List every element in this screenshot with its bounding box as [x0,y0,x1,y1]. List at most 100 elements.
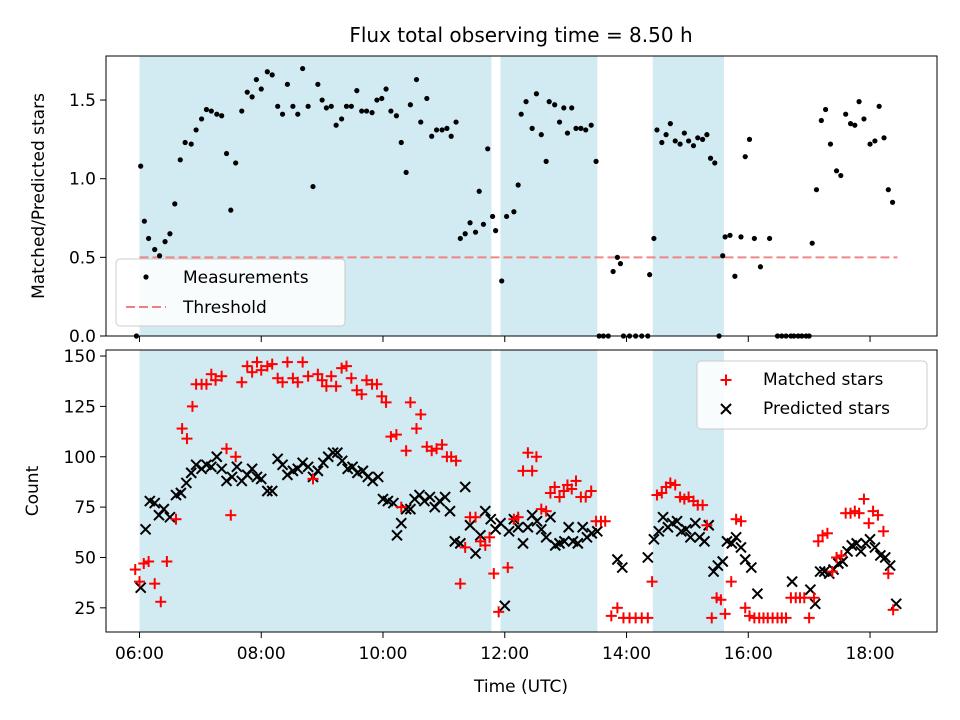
predicted-point [424,491,436,503]
matched-point [877,525,889,537]
measurement-point [552,102,558,108]
measurement-point [588,122,594,128]
predicted-point [190,459,202,471]
measurement-point [672,138,678,144]
predicted-point [735,541,747,554]
matched-point [479,539,491,551]
matched-point [436,439,448,451]
matched-point [255,364,267,376]
measurement-point [583,127,589,133]
matched-point [821,527,833,539]
measurement-point [852,122,858,128]
ratio-panel: 0.0 0.5 1.0 1.5 Matched/Predicted stars Mea… [29,55,938,347]
measurement-point [138,163,144,169]
predicted-point [850,537,863,550]
predicted-point [684,531,697,544]
legend-predicted-label: Predicted stars [763,399,890,419]
measurement-point [472,229,479,235]
measurement-point [439,127,445,133]
measurement-point [310,183,316,190]
measurement-point [610,268,616,275]
measurement-point [208,108,214,114]
matched-point [540,505,552,517]
predicted-point [884,559,896,572]
predicted-point [400,503,412,515]
matched-point [225,509,237,521]
matched-point [133,576,145,588]
matched-point [236,376,248,388]
x-tick-label: 14:00 [602,644,651,664]
matched-point [261,360,273,372]
measurement-point [651,235,657,242]
measurement-point [833,168,840,174]
measurement-point [503,213,510,220]
measurement-point [561,105,567,111]
measurement-point [722,234,728,240]
measurement-point [766,235,773,242]
predicted-point [671,515,683,527]
matched-point [400,445,412,457]
measurement-point [667,121,673,127]
measurement-point [677,141,683,147]
y-tick-label: 1.0 [69,170,96,190]
measurement-point [290,103,296,109]
measurement-point [162,239,168,245]
x-tick-label: 16:00 [724,644,773,664]
measurement-point [569,105,575,111]
predicted-point [522,521,534,533]
matched-point [817,529,829,541]
predicted-point [215,463,228,475]
matched-point [512,511,524,523]
measurement-point [398,139,404,146]
measurement-point [188,141,194,147]
matched-point [882,568,894,580]
predicted-point [562,521,575,533]
matched-point [664,477,676,489]
matched-point [312,368,324,380]
measurement-point [654,127,660,133]
measurement-point [359,108,365,114]
measurement-point [167,231,173,237]
matched-point [325,370,337,382]
matched-point [701,519,713,531]
count-axes-frame [105,349,938,633]
measurement-point [424,95,430,102]
predicted-point [653,525,665,537]
measurement-point [822,106,829,113]
matched-point [831,551,843,563]
measurement-point [700,136,706,142]
predicted-point [572,537,584,550]
measurement-point [233,160,239,166]
measurement-point [813,187,820,193]
predicted-point [716,555,729,568]
measurement-point [659,139,665,146]
measurement-point [429,133,435,139]
legend-predicted-symbol [720,403,732,415]
matched-point [863,517,875,529]
measurement-point [617,261,624,267]
predicted-point [499,600,511,612]
matched-point [454,578,466,590]
matched-point [143,556,155,567]
measurement-point [867,141,873,147]
matched-point [371,378,383,390]
measurement-point [393,113,399,119]
matched-point [646,576,658,588]
predicted-point [459,481,471,493]
matched-point [450,455,462,467]
measurement-point [193,127,199,133]
matched-point [697,499,709,511]
observing-band [139,350,492,632]
predicted-point [220,475,233,487]
matched-point [651,489,663,501]
predicted-point [642,551,654,564]
measurement-point [493,228,499,234]
x-tick-label: 08:00 [237,644,286,664]
measurement-point [253,76,259,83]
matched-point [251,356,263,368]
measurement-point [433,127,440,133]
predicted-point [139,523,152,535]
predicted-point [680,523,692,535]
measurement-point [258,86,264,92]
predicted-point [226,471,238,483]
